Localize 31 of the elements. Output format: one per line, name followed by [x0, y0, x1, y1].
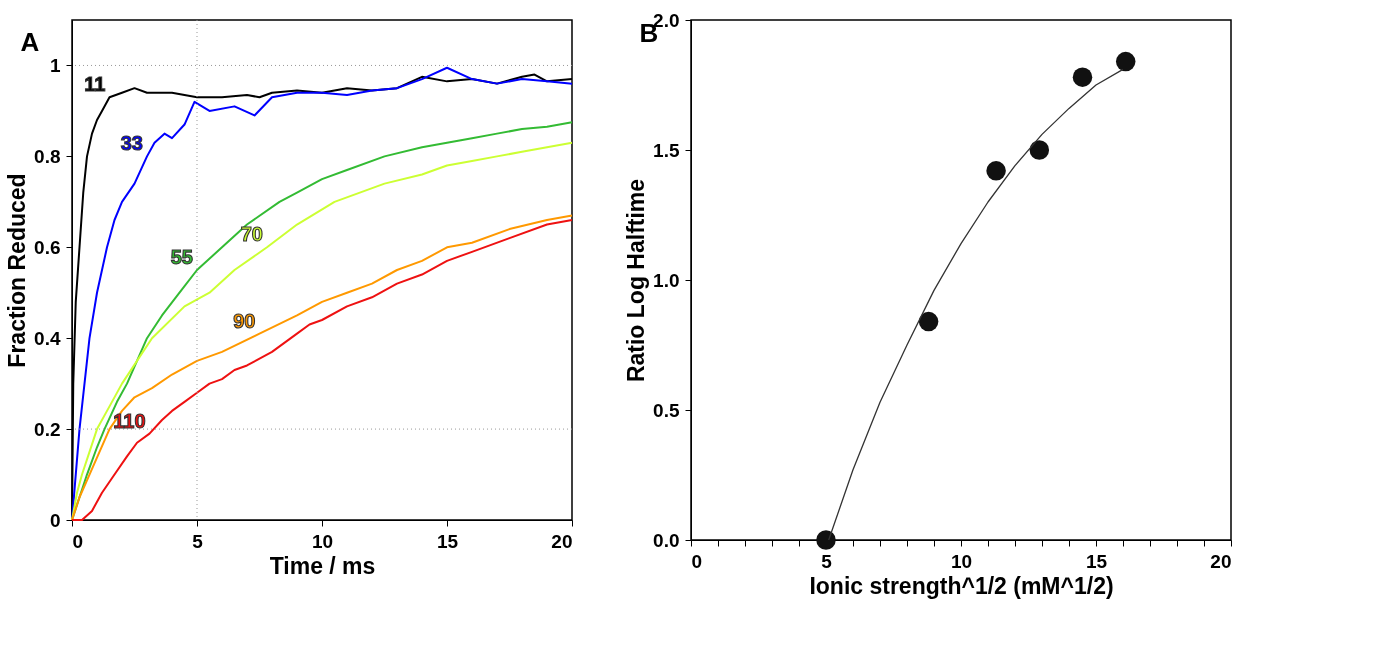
- y-tick-label: 0.2: [34, 418, 61, 440]
- y-tick-label: 0: [49, 509, 61, 531]
- x-tick-label: 20: [1210, 550, 1232, 572]
- y-tick-label: 0.8: [34, 145, 61, 167]
- x-tick-label: 10: [311, 530, 334, 552]
- y-tick-label: 0.0: [653, 529, 680, 551]
- annotation: 55: [170, 246, 193, 268]
- annotation: 70: [240, 223, 263, 246]
- annotation: 110: [113, 409, 146, 432]
- x-tick-label: 20: [551, 530, 573, 552]
- y-tick-label: 1.0: [653, 269, 680, 291]
- y-axis-title: Ratio Log Halftime: [623, 178, 650, 383]
- x-tick-label: 5: [192, 530, 204, 552]
- y-tick-label: 0.4: [34, 327, 61, 349]
- chart-title: A: [20, 26, 40, 57]
- y-tick-label: 0.6: [34, 236, 61, 258]
- x-tick-label: 0: [691, 550, 703, 572]
- x-axis-title: Ionic strength^1/2 (mM^1/2): [809, 572, 1114, 599]
- y-tick-label: 1: [49, 54, 61, 76]
- x-tick-label: 5: [821, 550, 833, 572]
- annotation: 90: [233, 309, 256, 332]
- x-tick-label: 15: [436, 530, 459, 552]
- x-tick-label: 10: [950, 550, 973, 572]
- y-axis-title: Fraction Reduced: [4, 173, 31, 368]
- annotation: 33: [120, 132, 143, 155]
- annotation: 11: [84, 73, 106, 96]
- x-axis-title: Time / ms: [269, 552, 376, 579]
- x-tick-label: 15: [1085, 550, 1108, 572]
- x-tick-label: 0: [72, 530, 84, 552]
- y-tick-label: 0.5: [653, 399, 680, 421]
- y-tick-label: 1.5: [653, 139, 680, 161]
